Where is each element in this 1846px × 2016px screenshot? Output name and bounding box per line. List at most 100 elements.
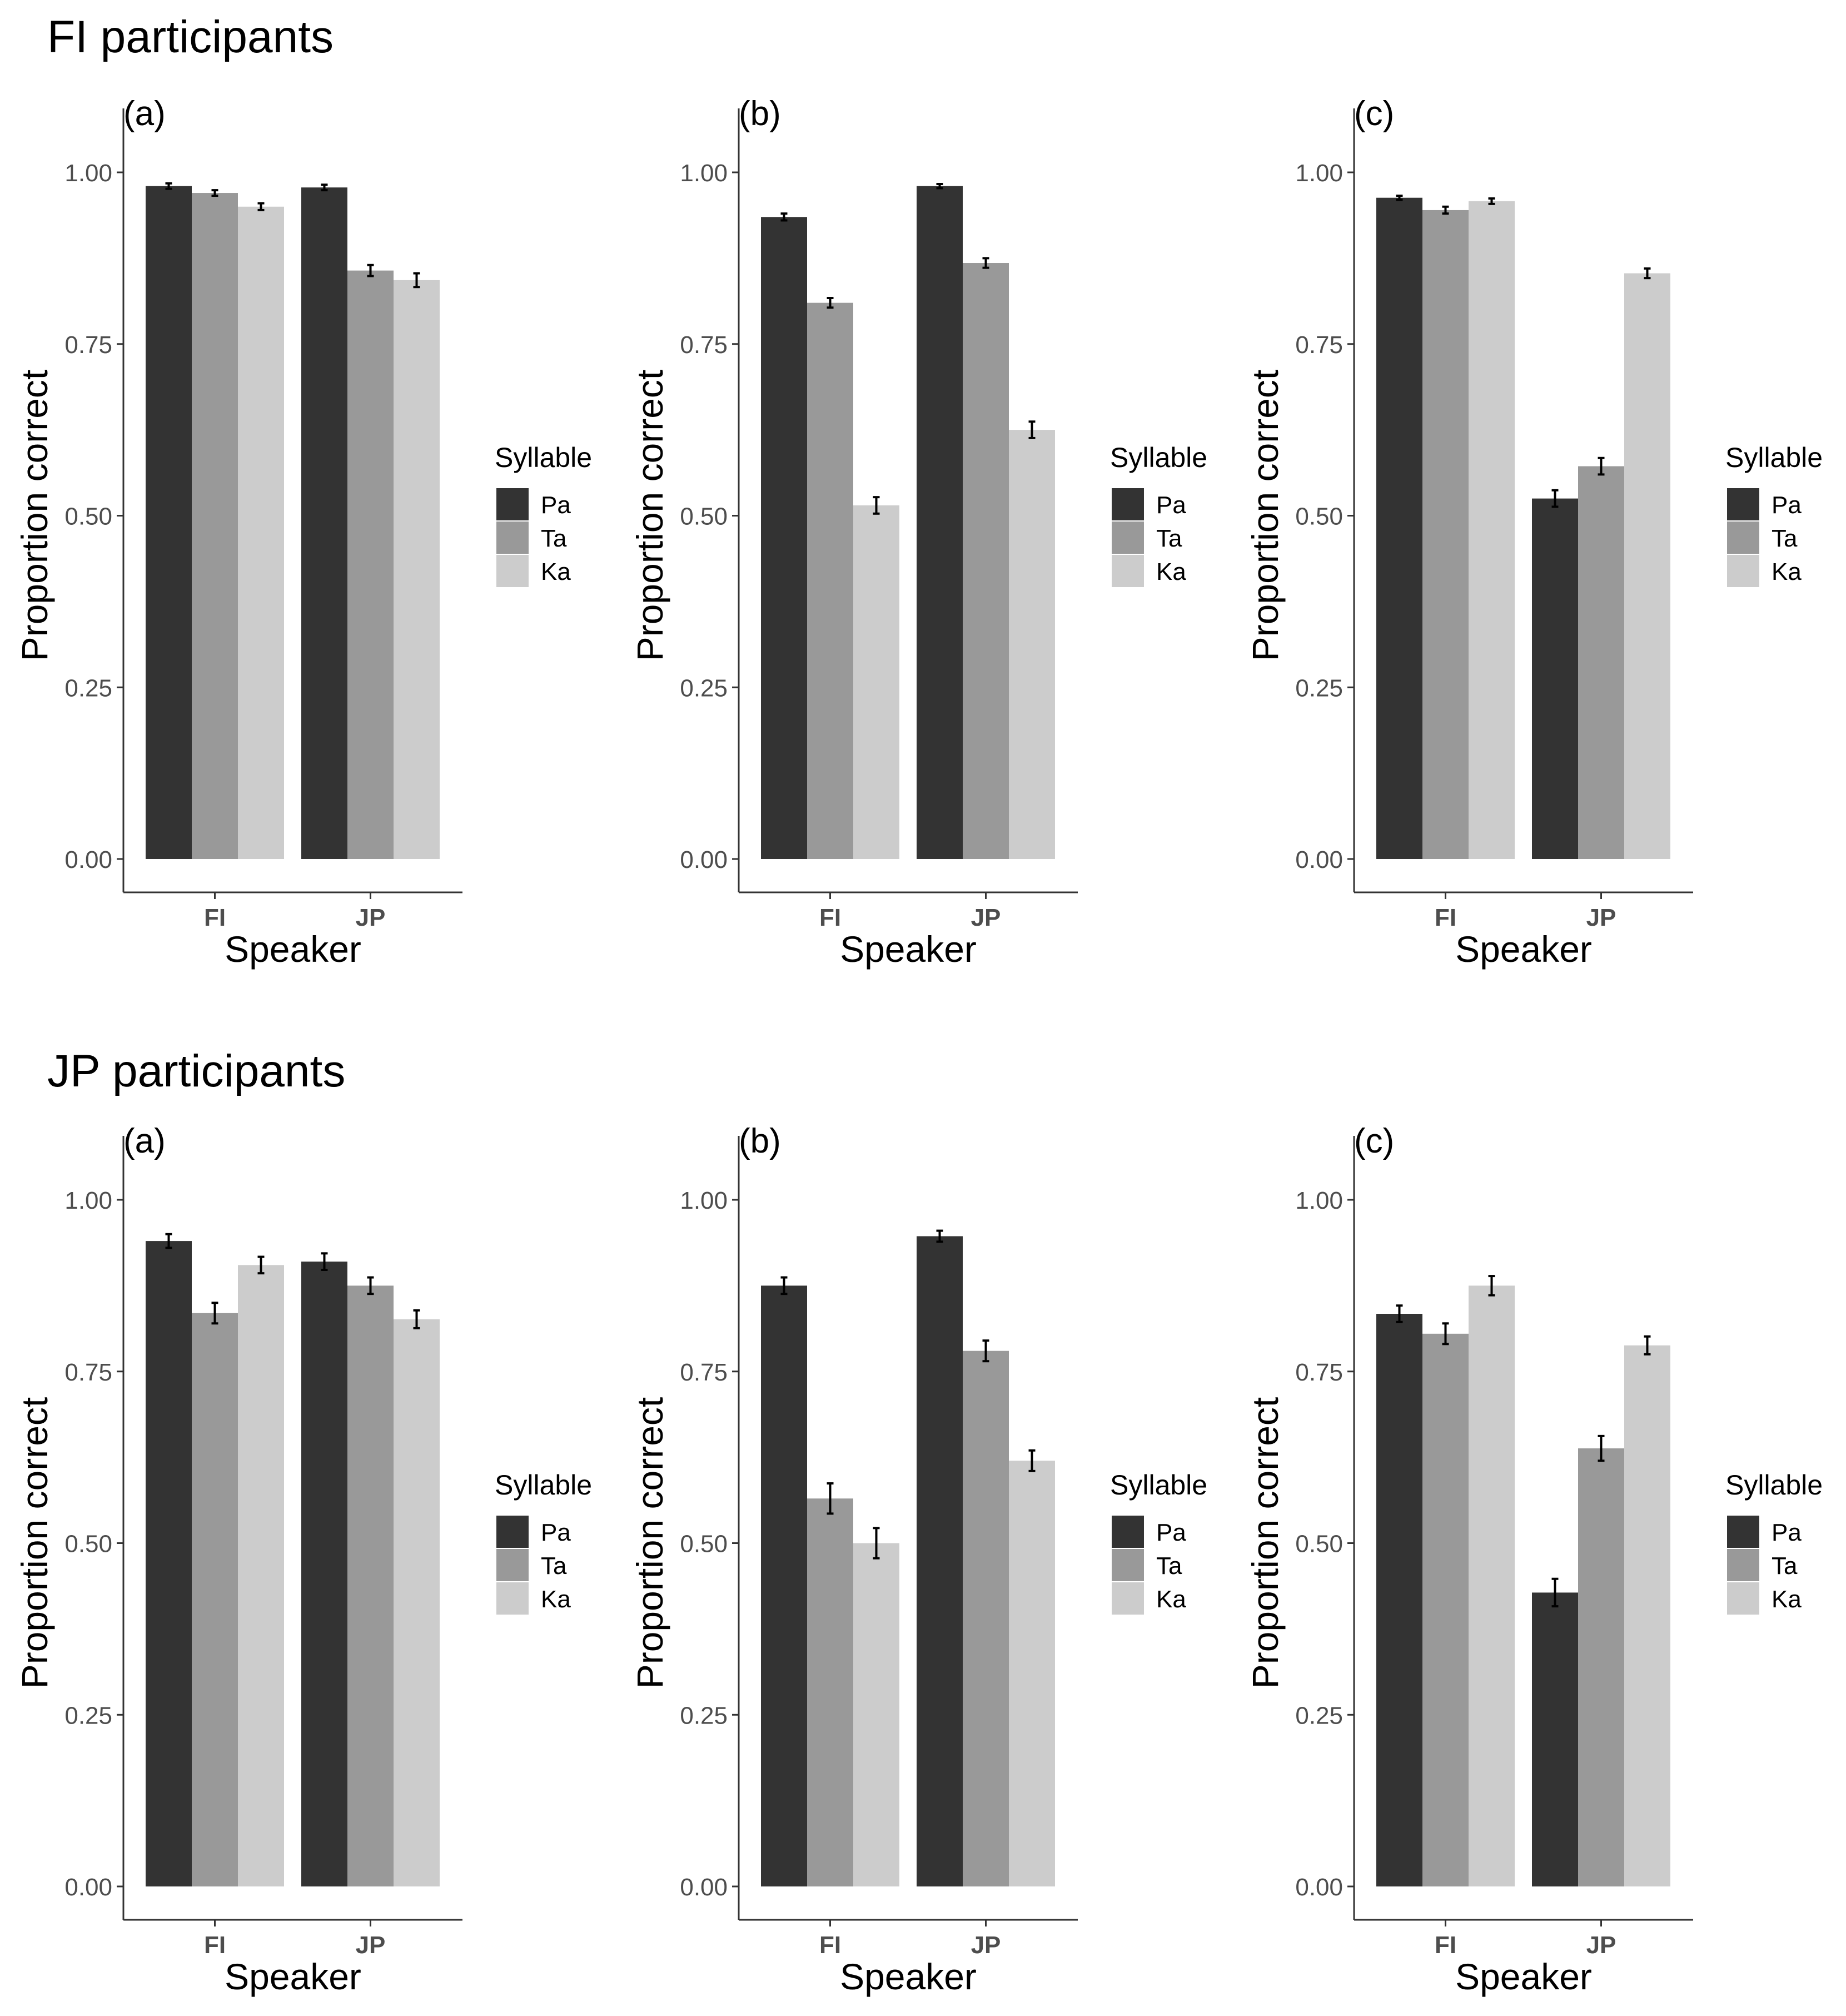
legend-swatch-ka [496, 1582, 529, 1615]
panel-label: (b) [739, 95, 781, 133]
y-tick-label: 1.00 [680, 1187, 728, 1214]
y-tick-label: 0.50 [1295, 503, 1343, 530]
x-tick-label-jp: JP [1586, 1931, 1616, 1959]
y-tick-label: 0.00 [64, 846, 112, 873]
panel-label: (a) [123, 95, 166, 133]
bar-fi-pa [1376, 197, 1422, 859]
bar-fi-ka [238, 1265, 284, 1886]
y-tick-label: 0.50 [680, 503, 728, 530]
bar-jp-ka [1624, 1345, 1670, 1886]
legend-swatch-pa [496, 1516, 529, 1548]
legend-swatch-ta [1112, 522, 1144, 554]
y-tick-label: 0.00 [1295, 1874, 1343, 1901]
y-tick-label: 0.25 [64, 1702, 112, 1729]
y-tick-label: 0.75 [64, 331, 112, 359]
y-tick-label: 0.75 [1295, 331, 1343, 359]
bar-jp-pa [917, 186, 963, 860]
y-tick-label: 1.00 [680, 160, 728, 187]
bar-jp-ta [347, 270, 394, 860]
y-tick-label: 0.25 [680, 674, 728, 702]
y-axis-title: Proportion correct [14, 1397, 55, 1689]
legend-title: Syllable [1110, 1469, 1207, 1501]
bar-jp-ta [1578, 466, 1624, 859]
bar-fi-ta [807, 302, 853, 859]
legend-label-ka: Ka [1156, 1586, 1186, 1613]
legend-label-ka: Ka [541, 558, 571, 585]
x-axis-title: Speaker [225, 928, 361, 970]
legend-swatch-ta [1727, 522, 1759, 554]
legend-label-pa: Pa [1772, 1519, 1802, 1546]
y-tick-label: 0.75 [1295, 1359, 1343, 1386]
legend-swatch-ta [1727, 1549, 1759, 1581]
bar-fi-ta [1422, 210, 1469, 859]
x-tick-label-jp: JP [356, 904, 386, 931]
bar-fi-ka [1469, 201, 1515, 859]
legend-title: Syllable [495, 442, 592, 473]
legend-label-pa: Pa [1772, 491, 1802, 519]
bar-fi-ta [192, 1313, 238, 1886]
y-tick-label: 0.75 [64, 1359, 112, 1386]
y-tick-label: 0.25 [64, 674, 112, 702]
x-tick-label-jp: JP [971, 904, 1001, 931]
bar-fi-pa [1376, 1314, 1422, 1886]
y-tick-label: 0.00 [1295, 846, 1343, 873]
panel-label: (c) [1354, 1122, 1394, 1160]
legend-label-ta: Ta [541, 1552, 567, 1580]
y-tick-label: 0.00 [64, 1874, 112, 1901]
legend-title: Syllable [495, 1469, 592, 1501]
legend-label-ka: Ka [541, 1586, 571, 1613]
bar-jp-ka [1009, 430, 1055, 859]
legend-label-ta: Ta [541, 525, 567, 552]
y-tick-label: 1.00 [64, 1187, 112, 1214]
x-tick-label-fi: FI [204, 904, 226, 931]
panel-label: (b) [739, 1122, 781, 1160]
bar-jp-ka [1009, 1461, 1055, 1886]
y-tick-label: 0.00 [680, 846, 728, 873]
y-tick-label: 1.00 [1295, 160, 1343, 187]
legend-swatch-ka [1112, 1582, 1144, 1615]
bar-jp-pa [301, 187, 347, 860]
x-axis-title: Speaker [1455, 1956, 1592, 1997]
legend-swatch-pa [1112, 1516, 1144, 1548]
legend-label-ka: Ka [1772, 1586, 1802, 1613]
bar-jp-ka [1624, 273, 1670, 859]
legend-title: Syllable [1725, 442, 1823, 473]
bar-jp-ka [394, 1319, 440, 1886]
y-axis-title: Proportion correct [629, 370, 670, 662]
legend-label-ta: Ta [1156, 525, 1182, 552]
bar-jp-pa [301, 1262, 347, 1886]
legend-swatch-pa [1727, 488, 1759, 520]
y-tick-label: 0.50 [64, 503, 112, 530]
legend-swatch-pa [1112, 488, 1144, 520]
jp-participants-title: JP participants [47, 1046, 346, 1096]
bar-fi-pa [146, 1241, 192, 1886]
x-tick-label-fi: FI [819, 1931, 841, 1959]
bar-fi-ka [853, 1543, 899, 1886]
y-tick-label: 0.50 [1295, 1531, 1343, 1558]
bar-jp-ta [963, 1350, 1009, 1886]
panel-label: (c) [1354, 95, 1394, 133]
legend-swatch-ta [496, 1549, 529, 1581]
bar-jp-ka [394, 280, 440, 859]
legend-swatch-ka [1727, 1582, 1759, 1615]
y-tick-label: 0.25 [680, 1702, 728, 1729]
y-tick-label: 0.25 [1295, 1702, 1343, 1729]
bar-jp-pa [1532, 498, 1578, 859]
y-axis-title: Proportion correct [1245, 1397, 1286, 1689]
bar-fi-ta [1422, 1333, 1469, 1886]
bar-fi-pa [146, 186, 192, 860]
y-tick-label: 0.75 [680, 331, 728, 359]
y-tick-label: 0.00 [680, 1874, 728, 1901]
legend-label-ka: Ka [1772, 558, 1802, 585]
fi-participants-title: FI participants [47, 12, 334, 62]
x-axis-title: Speaker [840, 928, 977, 970]
y-tick-label: 0.25 [1295, 674, 1343, 702]
bar-fi-ta [807, 1498, 853, 1886]
bar-fi-pa [761, 1285, 807, 1886]
y-axis-title: Proportion correct [1245, 370, 1286, 662]
legend-label-ta: Ta [1772, 1552, 1798, 1580]
x-axis-title: Speaker [1455, 928, 1592, 970]
